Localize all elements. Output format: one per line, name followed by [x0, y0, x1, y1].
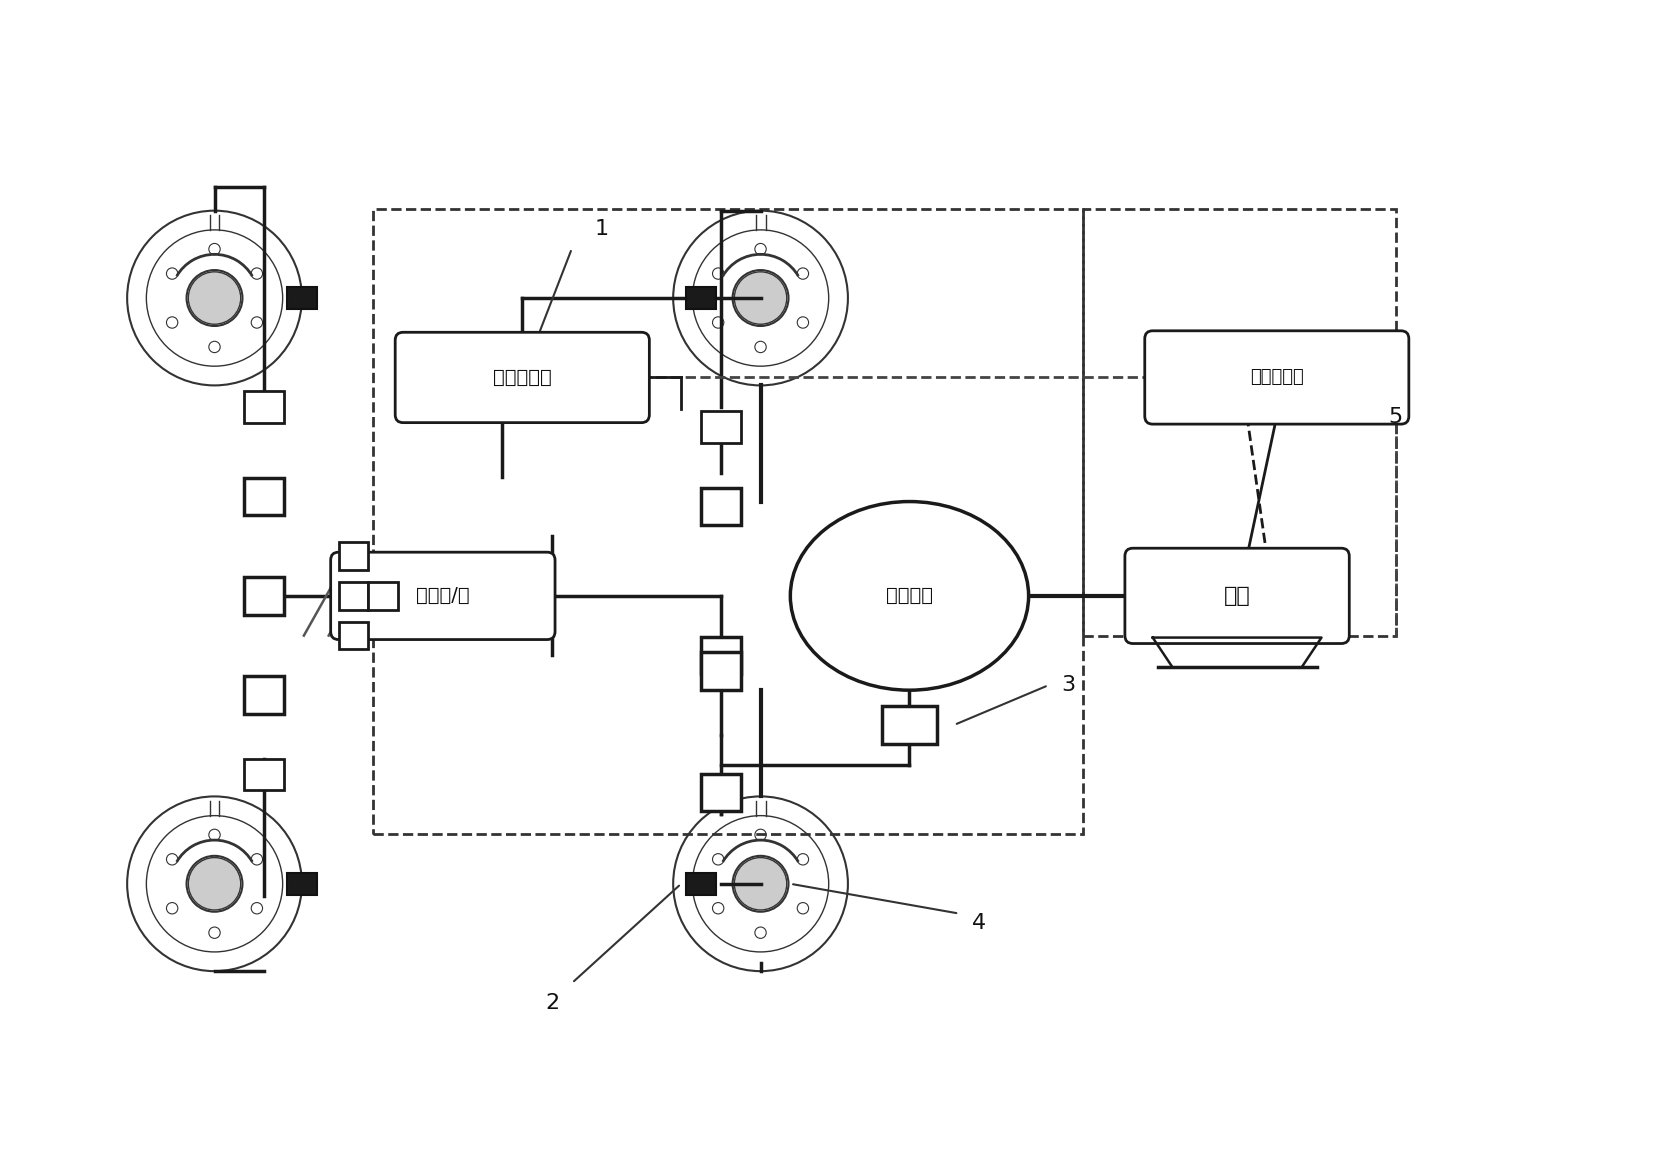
FancyBboxPatch shape	[1145, 331, 1409, 424]
Bar	[701, 412, 741, 443]
Bar	[339, 581, 368, 609]
Text: 2: 2	[545, 993, 558, 1013]
FancyBboxPatch shape	[1125, 548, 1349, 644]
Bar	[244, 477, 284, 516]
Circle shape	[734, 272, 788, 324]
Text: 4: 4	[971, 913, 986, 934]
Bar	[686, 287, 716, 309]
Bar	[701, 637, 741, 674]
Bar	[883, 706, 936, 743]
FancyBboxPatch shape	[331, 553, 555, 639]
Bar	[339, 622, 368, 650]
Circle shape	[189, 272, 241, 324]
Bar	[701, 488, 741, 525]
Bar	[288, 287, 316, 309]
Bar	[288, 873, 316, 895]
Bar	[1083, 209, 1396, 636]
Text: 1: 1	[595, 218, 609, 238]
Text: 主减速器: 主减速器	[886, 586, 933, 606]
Polygon shape	[1152, 638, 1321, 667]
Circle shape	[734, 858, 788, 910]
Bar	[339, 542, 368, 570]
Circle shape	[189, 858, 241, 910]
Bar	[244, 577, 284, 615]
Bar	[701, 652, 741, 690]
Bar	[368, 581, 398, 609]
Bar	[244, 676, 284, 714]
Bar	[244, 392, 284, 423]
FancyBboxPatch shape	[395, 332, 649, 423]
Ellipse shape	[791, 502, 1028, 690]
Text: 5: 5	[1389, 407, 1403, 428]
Bar	[701, 773, 741, 812]
Text: 制动控制器: 制动控制器	[493, 368, 552, 387]
Bar	[244, 758, 284, 791]
Text: 3: 3	[1062, 675, 1075, 695]
Text: 电机控制器: 电机控制器	[1251, 369, 1304, 386]
Bar	[686, 873, 716, 895]
Text: 电机: 电机	[1224, 586, 1251, 606]
Text: 制动液/气: 制动液/气	[416, 586, 470, 606]
Bar	[373, 209, 1083, 835]
